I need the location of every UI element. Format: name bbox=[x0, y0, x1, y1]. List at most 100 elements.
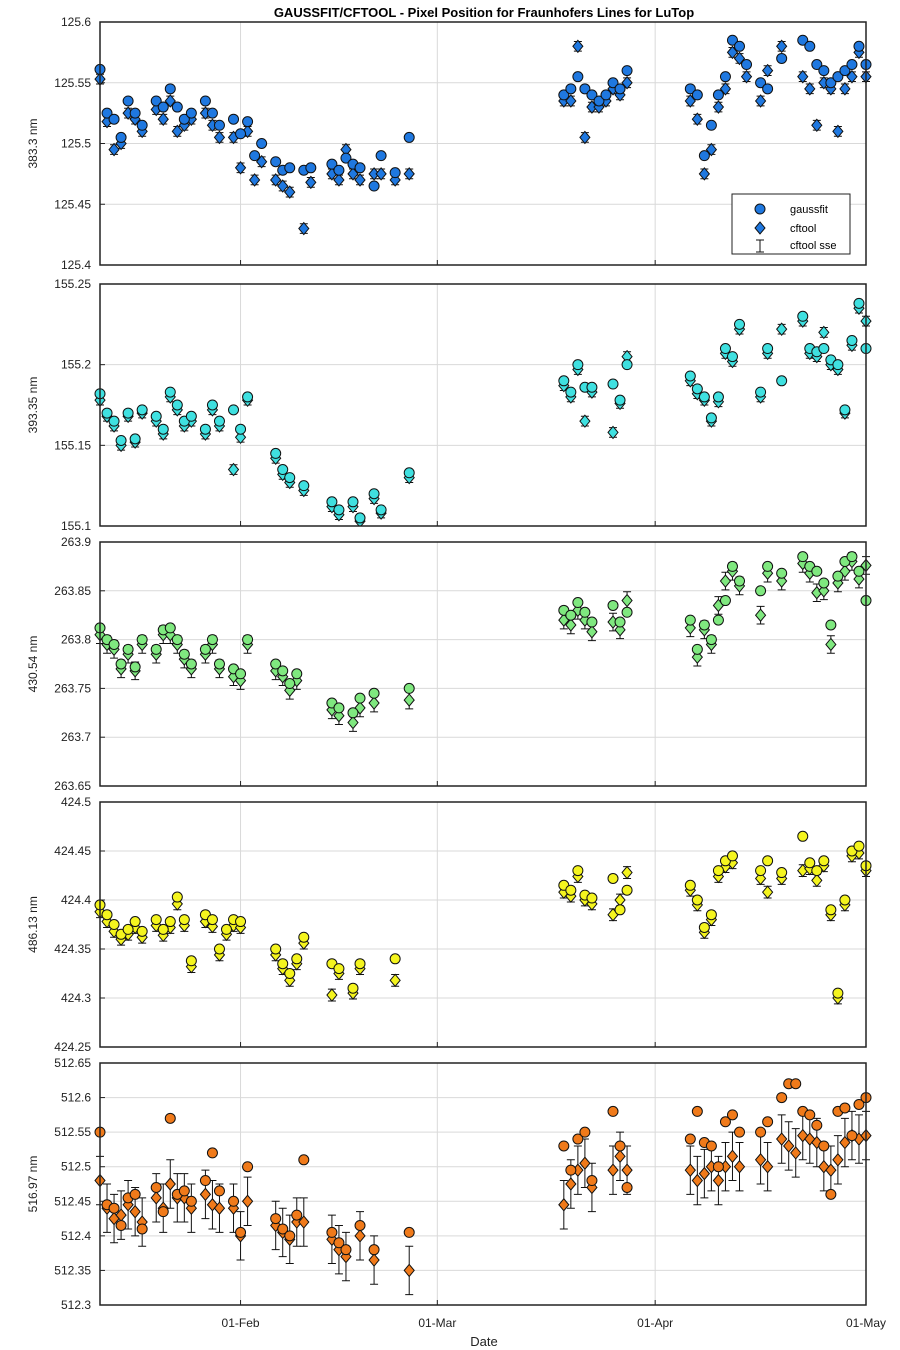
cftool-point bbox=[558, 1197, 570, 1212]
gaussfit-point bbox=[368, 1244, 380, 1256]
gaussfit-point bbox=[698, 619, 710, 631]
gaussfit-point bbox=[284, 968, 296, 979]
gaussfit-point bbox=[199, 1175, 211, 1187]
gaussfit-point bbox=[741, 59, 753, 71]
cftool-point bbox=[621, 865, 633, 880]
gaussfit-point bbox=[818, 855, 830, 867]
gaussfit-point bbox=[593, 95, 605, 107]
cftool-point bbox=[270, 173, 282, 187]
cftool-point bbox=[832, 1153, 844, 1167]
plot-area bbox=[100, 1063, 866, 1305]
y-tick-label: 512.5 bbox=[61, 1160, 91, 1174]
gaussfit-point bbox=[199, 95, 211, 107]
gaussfit-point bbox=[347, 982, 359, 994]
cftool-point bbox=[705, 142, 718, 157]
gaussfit-point bbox=[333, 164, 345, 176]
gaussfit-point bbox=[235, 668, 247, 680]
gaussfit-point bbox=[691, 1105, 703, 1117]
cftool-point bbox=[839, 82, 851, 96]
y-tick-label: 424.25 bbox=[54, 1040, 91, 1054]
y-tick-label: 125.55 bbox=[54, 76, 91, 90]
gaussfit-point bbox=[853, 297, 865, 309]
y-tick-label: 512.65 bbox=[54, 1056, 91, 1070]
legend: gaussfit cftool cftool sse bbox=[731, 193, 851, 255]
gaussfit-point bbox=[403, 131, 415, 143]
gaussfit-point bbox=[691, 383, 703, 395]
gaussfit-point bbox=[621, 884, 633, 896]
gaussfit-point bbox=[178, 648, 190, 660]
cftool-point bbox=[565, 1177, 577, 1191]
cftool-point bbox=[347, 715, 359, 730]
gaussfit-point bbox=[734, 40, 746, 52]
gaussfit-point bbox=[776, 567, 788, 579]
gaussfit-point bbox=[291, 1209, 303, 1221]
gaussfit-point bbox=[755, 585, 767, 597]
cftool-point bbox=[832, 124, 844, 139]
gaussfit-point bbox=[684, 614, 696, 626]
gaussfit-point bbox=[277, 464, 289, 476]
gaussfit-point bbox=[270, 1213, 282, 1225]
gaussfit-point bbox=[846, 1130, 858, 1142]
gaussfit-point bbox=[811, 59, 823, 71]
cftool-point bbox=[719, 574, 732, 588]
legend-cftool-marker bbox=[754, 221, 766, 235]
cftool-point bbox=[305, 175, 317, 190]
y-tick-label: 125.5 bbox=[61, 137, 91, 151]
gaussfit-point bbox=[108, 919, 120, 930]
x-axis-label: Date bbox=[470, 1334, 497, 1349]
gaussfit-point bbox=[797, 34, 809, 46]
gaussfit-point bbox=[558, 89, 570, 101]
gaussfit-point bbox=[178, 1185, 190, 1197]
cftool-point bbox=[691, 112, 703, 126]
gaussfit-point bbox=[614, 1140, 626, 1152]
y-tick-label: 512.35 bbox=[54, 1263, 91, 1277]
gaussfit-point bbox=[776, 1092, 788, 1104]
gaussfit-point bbox=[326, 158, 338, 170]
gaussfit-point bbox=[108, 638, 120, 650]
gaussfit-point bbox=[825, 1188, 837, 1200]
gaussfit-point bbox=[213, 658, 225, 670]
y-tick-label: 263.75 bbox=[54, 681, 91, 695]
gaussfit-point bbox=[115, 1219, 127, 1231]
cftool-point bbox=[579, 1156, 591, 1171]
gaussfit-point bbox=[298, 480, 310, 492]
gaussfit-point bbox=[228, 1195, 240, 1207]
gaussfit-point bbox=[734, 1126, 746, 1138]
gaussfit-point bbox=[734, 575, 746, 587]
gaussfit-point bbox=[249, 150, 261, 162]
gaussfit-point bbox=[291, 953, 303, 965]
cftool-point bbox=[108, 142, 120, 157]
cftool-point bbox=[129, 1204, 141, 1219]
gaussfit-point bbox=[691, 89, 703, 101]
cftool-point bbox=[234, 430, 247, 445]
gaussfit-point bbox=[712, 865, 724, 877]
gaussfit-point bbox=[726, 850, 738, 862]
gaussfit-point bbox=[698, 921, 710, 933]
gaussfit-point bbox=[115, 658, 127, 670]
gaussfit-point bbox=[101, 107, 113, 119]
cftool-point bbox=[354, 1229, 366, 1243]
gaussfit-point bbox=[565, 83, 577, 95]
cftool-point bbox=[255, 154, 268, 169]
legend-sse-marker bbox=[756, 239, 764, 253]
gaussfit-point bbox=[101, 909, 113, 921]
cftool-point bbox=[712, 1173, 725, 1188]
cftool-point bbox=[122, 1197, 134, 1212]
cftool-point bbox=[403, 167, 415, 181]
cftool-point bbox=[164, 1177, 176, 1191]
gaussfit-point bbox=[326, 1226, 338, 1238]
gaussfit-point bbox=[129, 661, 141, 673]
axes-frame bbox=[99, 1062, 867, 1306]
gaussfit-point bbox=[572, 597, 584, 609]
gaussfit-point bbox=[213, 415, 225, 427]
cftool-point bbox=[754, 94, 767, 108]
gaussfit-point bbox=[586, 381, 598, 393]
gaussfit-point bbox=[354, 958, 366, 970]
gaussfit-point bbox=[242, 116, 254, 128]
cftool-point bbox=[333, 173, 345, 187]
cftool-point bbox=[839, 564, 851, 579]
gaussfit-point bbox=[705, 909, 717, 921]
gaussfit-point bbox=[811, 565, 823, 577]
gaussfit-point bbox=[839, 404, 851, 416]
